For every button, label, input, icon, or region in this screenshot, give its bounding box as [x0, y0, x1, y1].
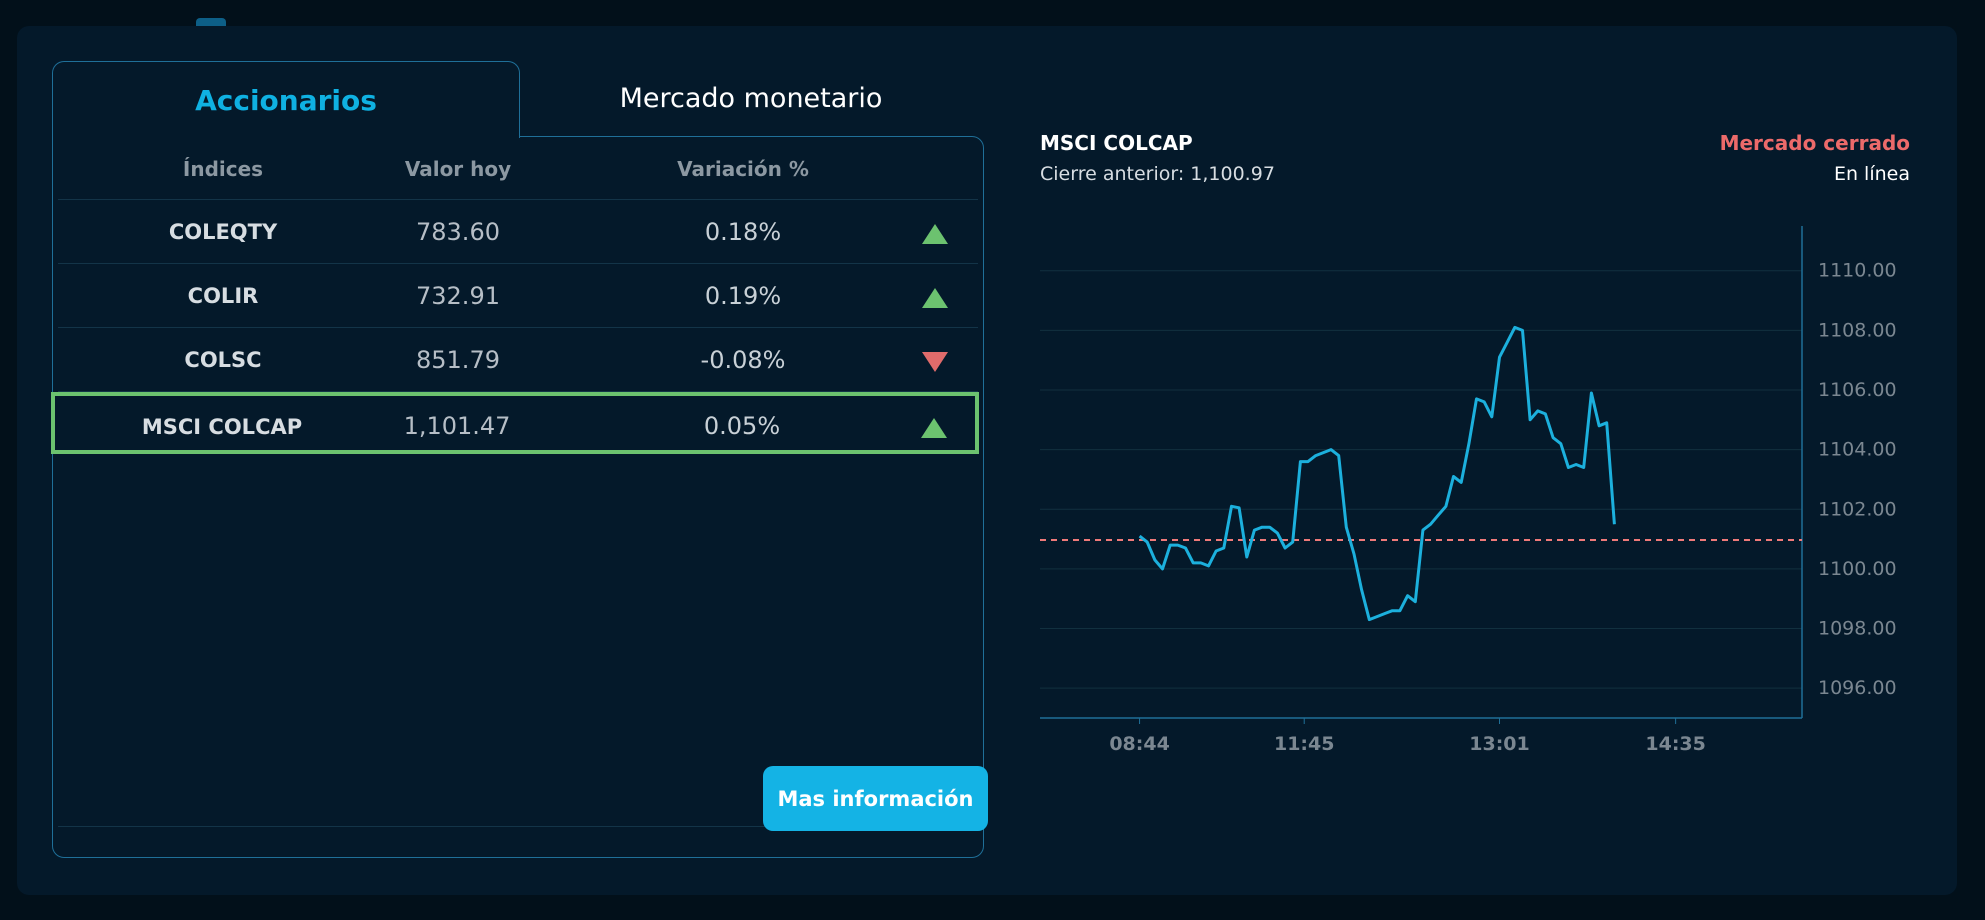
table-header: Índices Valor hoy Variación %	[58, 137, 978, 200]
y-tick-label: 1106.00	[1818, 379, 1897, 401]
y-tick-label: 1110.00	[1818, 260, 1897, 282]
y-tick-label: 1108.00	[1818, 319, 1897, 341]
indices-panel: Accionarios Mercado monetario Índices Va…	[51, 61, 988, 858]
more-info-button[interactable]: Mas información	[763, 766, 988, 831]
market-status: Mercado cerrado	[1719, 131, 1910, 155]
index-name: COLSC	[184, 348, 262, 372]
index-name: MSCI COLCAP	[141, 415, 303, 439]
index-value: 783.60	[416, 218, 500, 246]
table-footer-divider	[58, 826, 978, 827]
previous-close: Cierre anterior: 1,100.97	[1040, 163, 1275, 185]
chart-axes	[1040, 226, 1803, 719]
y-tick-label: 1102.00	[1818, 498, 1897, 520]
index-name: COLIR	[187, 284, 259, 308]
index-name: COLEQTY	[168, 220, 278, 244]
y-tick-label: 1104.00	[1818, 439, 1897, 461]
header-indices: Índices	[182, 157, 264, 181]
index-change: 0.05%	[703, 412, 781, 440]
tab-accionarios[interactable]: Accionarios	[52, 61, 520, 138]
table-row-selected[interactable]: MSCI COLCAP 1,101.47 0.05%	[51, 392, 979, 454]
table-row[interactable]: COLEQTY 783.60 0.18%	[58, 200, 978, 264]
table-row[interactable]: COLIR 732.91 0.19%	[58, 264, 978, 328]
index-value: 732.91	[416, 282, 500, 310]
index-change: -0.08%	[700, 346, 786, 374]
header-valor-hoy: Valor hoy	[404, 157, 512, 181]
index-change: 0.19%	[704, 282, 782, 310]
arrow-up-icon	[921, 418, 947, 438]
table-row[interactable]: COLSC 851.79 -0.08%	[58, 328, 978, 392]
market-widget: Accionarios Mercado monetario Índices Va…	[17, 26, 1957, 895]
indices-table: Índices Valor hoy Variación % COLEQTY 78…	[51, 136, 984, 858]
connection-status: En línea	[1833, 163, 1910, 185]
arrow-down-icon	[922, 352, 948, 372]
x-axis-labels: 08:44 11:45 13:01 14:35	[1109, 718, 1706, 755]
chart-title: MSCI COLCAP	[1040, 131, 1193, 155]
index-value: 851.79	[416, 346, 500, 374]
x-tick-label: 14:35	[1645, 733, 1705, 755]
arrow-up-icon	[922, 288, 948, 308]
chart-gridlines	[1040, 270, 1802, 689]
x-tick-label: 08:44	[1109, 733, 1169, 755]
y-tick-label: 1096.00	[1818, 677, 1897, 699]
x-tick-label: 11:45	[1274, 733, 1334, 755]
chart-panel: MSCI COLCAP Cierre anterior: 1,100.97 Me…	[1040, 131, 1910, 781]
y-tick-label: 1100.00	[1818, 558, 1897, 580]
price-line-chart: 1096.00 1098.00 1100.00 1102.00 1104.00 1106.…	[1040, 226, 1897, 755]
price-series-line	[1138, 325, 1616, 622]
index-value: 1,101.47	[403, 412, 511, 440]
y-tick-label: 1098.00	[1818, 618, 1897, 640]
index-change: 0.18%	[704, 218, 782, 246]
arrow-up-icon	[922, 224, 948, 244]
x-tick-label: 13:01	[1469, 733, 1529, 755]
y-axis-labels: 1096.00 1098.00 1100.00 1102.00 1104.00 1106.…	[1818, 260, 1897, 699]
tab-mercado-monetario[interactable]: Mercado monetario	[619, 83, 883, 114]
header-variacion: Variación %	[677, 157, 809, 181]
